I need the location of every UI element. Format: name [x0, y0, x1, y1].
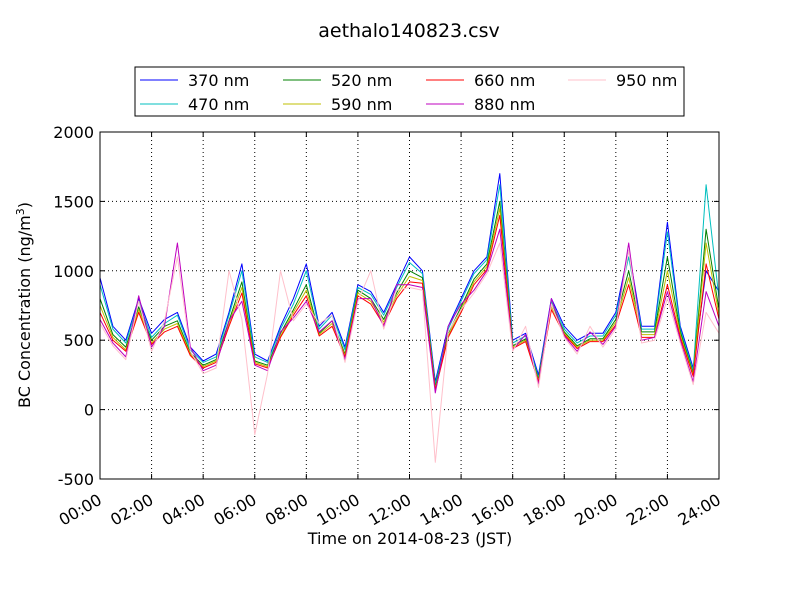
y-axis-label: BC Concentration (ng/m3) [14, 202, 35, 408]
series-group [99, 173, 720, 463]
legend-label: 880 nm [474, 95, 535, 114]
legend-label: 950 nm [616, 71, 677, 90]
legend-label: 590 nm [331, 95, 392, 114]
legend-label: 520 nm [331, 71, 392, 90]
y-axis-label-superscript: 3 [14, 208, 27, 215]
legend-label: 470 nm [188, 95, 249, 114]
y-tick-label: 0 [84, 401, 94, 420]
series-line-3 [99, 207, 720, 390]
y-tick-label: 2000 [53, 123, 94, 142]
series-line-0 [99, 173, 720, 383]
y-axis-label-main: BC Concentration (ng/m [15, 215, 34, 408]
legend-label: 370 nm [188, 71, 249, 90]
x-axis-label: Time on 2014-08-23 (JST) [307, 529, 512, 548]
series-line-1 [99, 184, 720, 386]
series-line-2 [99, 200, 720, 388]
chart-title: aethalo140823.csv [318, 20, 500, 42]
y-tick-label: 1500 [53, 192, 94, 211]
y-tick-label: 500 [63, 331, 94, 350]
y-axis-label-tail: ) [15, 202, 34, 208]
legend: 370 nm 470 nm 520 nm 590 nm 660 nm 880 nm 950 … [134, 66, 685, 117]
legend-box [134, 66, 685, 117]
series-line-6 [99, 242, 720, 463]
legend-label: 660 nm [474, 71, 535, 90]
y-tick-label: -500 [58, 470, 94, 489]
y-tick-label: 1000 [53, 262, 94, 281]
